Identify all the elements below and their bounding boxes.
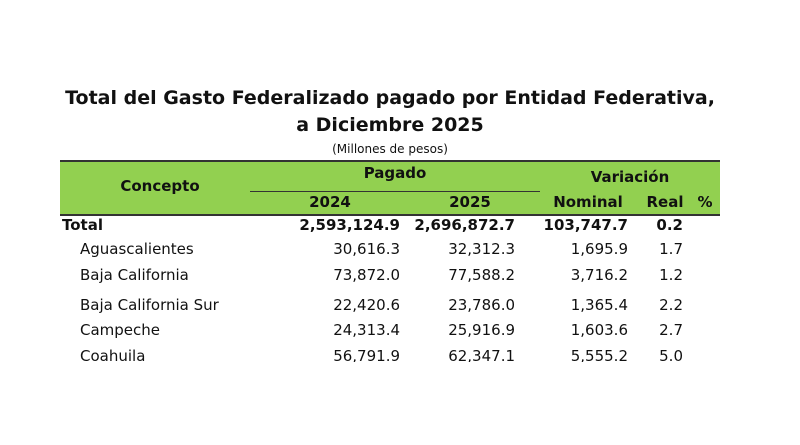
- header-divider: [250, 191, 540, 192]
- cell: 103,747.7: [543, 216, 628, 234]
- cell: 5,555.2: [570, 347, 628, 362]
- cell: 62,347.1: [448, 347, 515, 362]
- cell: 24,313.4: [333, 321, 400, 339]
- cell: 73,872.0: [333, 266, 400, 284]
- cell: 25,916.9: [448, 321, 515, 339]
- header-cell: Real: [646, 193, 684, 211]
- cell: 56,791.9: [333, 347, 400, 362]
- cell: 30,616.3: [333, 240, 400, 258]
- cell: 1,695.9: [570, 240, 628, 258]
- title: a Diciembre 2025: [296, 114, 484, 136]
- row-label: Campeche: [80, 321, 161, 339]
- row-label: Baja California: [80, 266, 189, 284]
- cell: 22,420.6: [333, 296, 400, 314]
- cell: 2.2: [659, 296, 683, 314]
- cell: 5.0: [659, 347, 683, 362]
- cell: 1,603.6: [570, 321, 628, 339]
- row-label: Total: [62, 216, 103, 234]
- cell: 1.7: [659, 240, 683, 258]
- header-cell: %: [697, 193, 713, 211]
- subtitle: (Millones de pesos): [332, 142, 448, 156]
- row-label: Aguascalientes: [80, 240, 194, 258]
- header-cell: Pagado: [363, 164, 427, 182]
- header-cell: Concepto: [120, 177, 200, 195]
- cell: 3,716.2: [570, 266, 628, 284]
- cell: 2,593,124.9: [299, 216, 400, 234]
- cell: 2.7: [659, 321, 683, 339]
- header-cell: Variación: [590, 168, 670, 186]
- row-label: Coahuila: [80, 347, 146, 362]
- cell: 1,365.4: [570, 296, 628, 314]
- header-band: [60, 160, 720, 216]
- header-cell: 2024: [309, 193, 351, 211]
- row-label: Baja California Sur: [80, 296, 219, 314]
- content: Total del Gasto Federalizado pagado por …: [60, 87, 720, 362]
- cell: 2,696,872.7: [414, 216, 515, 234]
- header-cell: Nominal: [553, 193, 623, 211]
- title: Total del Gasto Federalizado pagado por …: [65, 87, 715, 109]
- cell: 23,786.0: [448, 296, 515, 314]
- cell: 32,312.3: [448, 240, 515, 258]
- cell: 1.2: [659, 266, 683, 284]
- cell: 77,588.2: [448, 266, 515, 284]
- header-cell: 2025: [449, 193, 491, 211]
- cell: 0.2: [656, 216, 683, 234]
